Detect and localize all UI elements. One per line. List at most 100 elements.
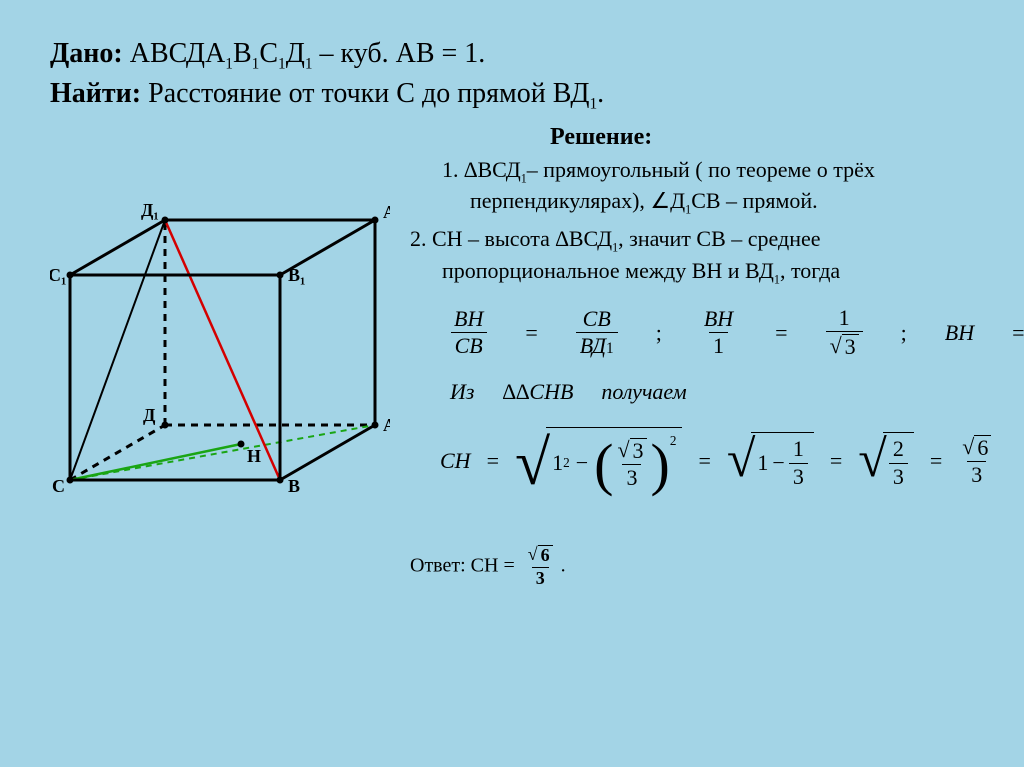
given-s4: 1 [305, 56, 313, 73]
frac-bh-1: ВН 1 [700, 307, 737, 358]
r4-num: 1 [835, 306, 854, 331]
mid2-den: 3 [889, 463, 908, 489]
ans-sqrt: √6 [528, 545, 553, 566]
bh-label: ВН [945, 318, 974, 348]
mid1-num: 1 [789, 437, 808, 462]
frac-cb-bd1: СВ ВД1 [576, 307, 618, 358]
frac-1-sqrt3: 1 √3 [826, 306, 863, 360]
ans-dot: . [561, 554, 566, 576]
one: 1 [552, 448, 563, 478]
s2a: 2. СН – высота ∆ВСД [410, 226, 612, 251]
svg-text:А₁: А₁ [383, 202, 390, 222]
mid1a: 1 [757, 448, 768, 478]
one-exp: 2 [563, 454, 570, 472]
rparen: ) [651, 436, 670, 494]
res-num: √6 [958, 434, 995, 462]
r1-den: СВ [451, 332, 487, 358]
find-label: Найти: [50, 78, 141, 109]
svg-text:С: С [52, 476, 65, 495]
svg-text:Д: Д [143, 405, 156, 425]
eq6: = [830, 446, 842, 476]
ratios-block: ВН СВ = СВ ВД1 ; ВН 1 = 1 [450, 306, 1024, 407]
minus1: − [576, 448, 588, 478]
s2c: , значит СВ – среднее [618, 226, 820, 251]
sqrt3-a: √3 [830, 334, 859, 359]
inner-surd: 3 [630, 438, 647, 463]
inner-sqrt: √3 [617, 438, 646, 463]
ch-lhs: СН [440, 446, 471, 476]
given-t3: С [259, 38, 278, 69]
tri: ∆∆СНВ [502, 377, 573, 407]
res-sqrt: √6 [962, 435, 991, 460]
page: Дано: АВСДА1В1С1Д1 – куб. АВ = 1. Найти:… [0, 0, 1024, 767]
r2-num: СВ [579, 307, 615, 332]
given-t1: АВСДА [123, 38, 226, 69]
svg-text:А: А [383, 415, 390, 435]
s1d: перпендикулярах), ∠Д [470, 188, 685, 213]
given-line: Дано: АВСДА1В1С1Д1 – куб. АВ = 1. [50, 35, 974, 75]
inner-num: √3 [613, 436, 650, 464]
answer-line: Ответ: СН = √6 3 . [410, 545, 974, 589]
get: получаем [601, 377, 686, 407]
solution-text: 1. ∆ВСД 1 – прямоугольный ( по теореме о т… [410, 155, 1024, 494]
r4-surd: 3 [842, 334, 859, 359]
eq3: = [1012, 318, 1024, 348]
svg-text:Н: Н [247, 446, 261, 466]
final-equation: СН = √ 12 − ( √3 3 )2 [440, 427, 1024, 494]
diagram-cell: АВСДА₁В₁С₁Д₁Н [50, 155, 410, 495]
given-t2: В [233, 38, 252, 69]
s1a: 1. ∆ВСД [442, 157, 521, 182]
s2d: пропорциональное между ВН и ВД [442, 258, 774, 283]
step2: 2. СН – высота ∆ВСД1, значит СВ – средне… [410, 224, 1024, 287]
semi1: ; [656, 318, 662, 348]
find-line: Найти: Расстояние от точки С до прямой В… [50, 75, 974, 115]
mid1-den: 3 [789, 463, 808, 489]
svg-text:В₁: В₁ [288, 265, 305, 285]
mid2-num: 2 [889, 437, 908, 462]
find-t2: . [597, 78, 604, 109]
inner-frac: √3 3 [613, 436, 650, 490]
step1: 1. ∆ВСД1– прямоугольный ( по теореме о т… [410, 155, 1024, 218]
result-frac: √6 3 [958, 434, 995, 488]
find-t1: Расстояние от точки С до прямой ВД [141, 78, 589, 109]
minus2: − [772, 448, 784, 478]
bigsqrt1: √ 12 − ( √3 3 )2 [515, 427, 682, 494]
res-den: 3 [967, 461, 986, 487]
mid2-frac: 2 3 [889, 437, 908, 488]
svg-text:Д₁: Д₁ [141, 200, 159, 220]
r2-den: ВД1 [576, 332, 618, 358]
s1c: – прямоугольный ( по теореме о трёх [527, 157, 875, 182]
bigsqrt3: √ 2 3 [858, 432, 914, 488]
res-surd: 6 [974, 435, 991, 460]
bigsqrt2: √ 1 − 1 3 [727, 432, 814, 488]
ans-surd: 6 [538, 545, 553, 566]
svg-text:С₁: С₁ [50, 265, 66, 285]
eq5: = [698, 446, 710, 476]
r4-den: √3 [826, 331, 863, 360]
r2-den-a: ВД [580, 333, 606, 358]
answer-frac: √6 3 [524, 545, 557, 589]
given-s3: 1 [278, 56, 286, 73]
frac-bh-cb: ВН СВ [450, 307, 487, 358]
ans-den: 3 [532, 567, 549, 589]
s2f: , тогда [780, 258, 840, 283]
r3-den: 1 [709, 332, 728, 358]
cube-diagram: АВСДА₁В₁С₁Д₁Н [50, 165, 390, 495]
given-t5: – куб. АВ = 1. [313, 38, 486, 69]
content-row: АВСДА₁В₁С₁Д₁Н 1. ∆ВСД1– прямоугольный ( … [50, 155, 974, 495]
solution-title: Решение: [550, 124, 974, 151]
lparen: ( [594, 436, 613, 494]
r3-num: ВН [700, 307, 737, 332]
r1-num: ВН [450, 307, 487, 332]
tri-name: ∆СНВ [516, 379, 573, 404]
s1f: СВ – прямой. [691, 188, 817, 213]
outer-exp: 2 [670, 432, 677, 450]
given-t4: Д [286, 38, 305, 69]
ans-num: √6 [524, 545, 557, 567]
r2-den-sub: 1 [606, 340, 614, 357]
eq1: = [525, 318, 537, 348]
from: Из [450, 377, 474, 407]
eq4: = [487, 446, 499, 476]
mid1-frac: 1 3 [789, 437, 808, 488]
answer-label: Ответ: СН = [410, 554, 515, 576]
